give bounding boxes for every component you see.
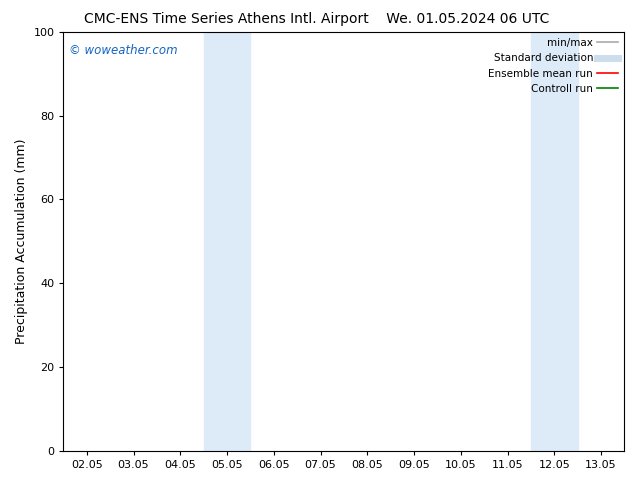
Bar (204, 32, 250, 451)
Y-axis label: Precipitation Accumulation (mm): Precipitation Accumulation (mm) (15, 139, 28, 344)
Legend: min/max, Standard deviation, Ensemble mean run, Controll run: min/max, Standard deviation, Ensemble me… (484, 34, 623, 98)
Bar (531, 32, 578, 451)
Text: © woweather.com: © woweather.com (69, 45, 178, 57)
Text: CMC-ENS Time Series Athens Intl. Airport    We. 01.05.2024 06 UTC: CMC-ENS Time Series Athens Intl. Airport… (84, 12, 550, 26)
